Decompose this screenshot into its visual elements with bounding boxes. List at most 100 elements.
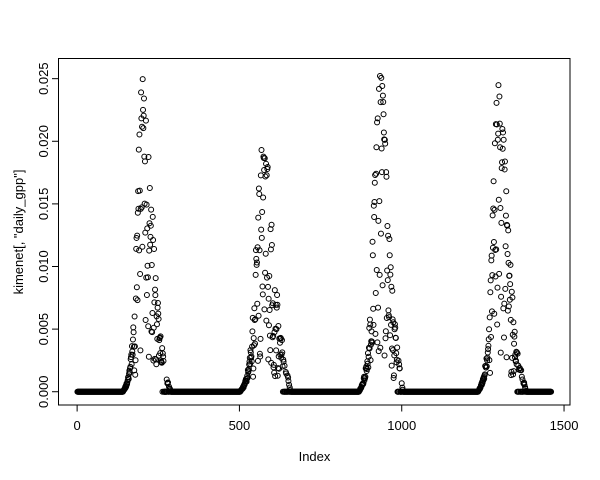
data-point [504, 251, 511, 258]
data-point [392, 335, 399, 342]
data-point [382, 328, 389, 335]
data-point [134, 232, 141, 239]
data-point [274, 292, 281, 298]
data-point [140, 112, 147, 119]
data-point [377, 230, 384, 237]
data-point [140, 125, 147, 132]
data-point [506, 272, 513, 279]
data-point [491, 206, 498, 213]
data-point [492, 273, 499, 280]
data-point [252, 316, 259, 323]
data-point [160, 358, 167, 365]
data-point [486, 314, 493, 321]
data-point [279, 349, 286, 356]
data-point [391, 321, 398, 328]
data-point [490, 178, 497, 185]
data-point [366, 316, 373, 323]
data-point [133, 245, 140, 252]
data-point [369, 252, 376, 259]
data-point [263, 172, 270, 179]
data-point [496, 270, 503, 277]
data-point [390, 372, 397, 379]
data-point [150, 324, 157, 331]
data-point [491, 310, 498, 317]
data-point [252, 247, 259, 254]
data-point [264, 283, 271, 290]
data-point [510, 368, 517, 375]
data-point [387, 332, 394, 339]
data-point [145, 323, 152, 330]
data-point [139, 76, 146, 83]
data-point [154, 300, 161, 307]
data-point [135, 205, 142, 212]
data-point [505, 303, 512, 310]
data-point [509, 331, 516, 338]
data-point [488, 333, 494, 340]
data-point [129, 351, 136, 358]
data-point [483, 363, 490, 370]
data-point [255, 312, 262, 319]
data-point [140, 95, 147, 102]
y-axis-label: kimenet[, "daily_gpp"] [11, 170, 26, 295]
data-point [380, 98, 387, 105]
x-tick-label: 0 [74, 418, 81, 433]
data-point [394, 344, 401, 351]
data-point [148, 206, 155, 213]
data-point [251, 317, 258, 324]
x-axis: 0 500 1000 1500 [74, 405, 579, 433]
data-point [495, 196, 502, 203]
data-point [248, 358, 255, 365]
data-point [499, 159, 506, 166]
data-point [392, 324, 399, 331]
data-point [273, 326, 280, 333]
data-point [261, 155, 268, 162]
data-point [498, 165, 505, 172]
data-point [495, 82, 502, 89]
data-point [136, 187, 143, 194]
data-point [256, 350, 263, 357]
data-point [249, 328, 256, 335]
data-point [261, 306, 268, 313]
data-point [140, 106, 147, 113]
data-point [500, 129, 507, 136]
data-point [250, 335, 257, 342]
data-point [497, 205, 504, 212]
data-point [495, 130, 502, 137]
data-point [518, 373, 525, 380]
data-point [371, 213, 378, 220]
y-tick-label: 0.010 [36, 250, 51, 283]
data-point [371, 179, 378, 186]
data-point [496, 120, 503, 127]
data-point [265, 295, 272, 302]
data-point [382, 335, 389, 342]
data-point [518, 367, 525, 374]
data-point [377, 99, 384, 106]
data-point [253, 259, 260, 266]
data-point [270, 361, 277, 368]
data-point [373, 144, 380, 151]
data-point [511, 328, 518, 335]
x-tick-label: 1000 [387, 418, 416, 433]
data-point [484, 357, 491, 364]
data-point [503, 354, 510, 361]
data-point [139, 123, 146, 130]
data-point [378, 145, 385, 152]
data-point [159, 345, 166, 352]
data-point [501, 158, 508, 165]
data-point [136, 247, 143, 254]
data-point [245, 368, 252, 375]
data-point [145, 353, 152, 360]
data-point [274, 301, 281, 308]
data-point [500, 136, 507, 143]
data-point [386, 252, 393, 259]
data-point [158, 359, 165, 366]
data-point [487, 289, 494, 296]
data-point [364, 360, 371, 367]
data-point [281, 362, 288, 369]
y-tick-label: 0.025 [36, 62, 51, 95]
data-point [136, 131, 143, 138]
data-point [268, 221, 275, 228]
data-point [498, 293, 505, 300]
data-point [500, 334, 507, 341]
